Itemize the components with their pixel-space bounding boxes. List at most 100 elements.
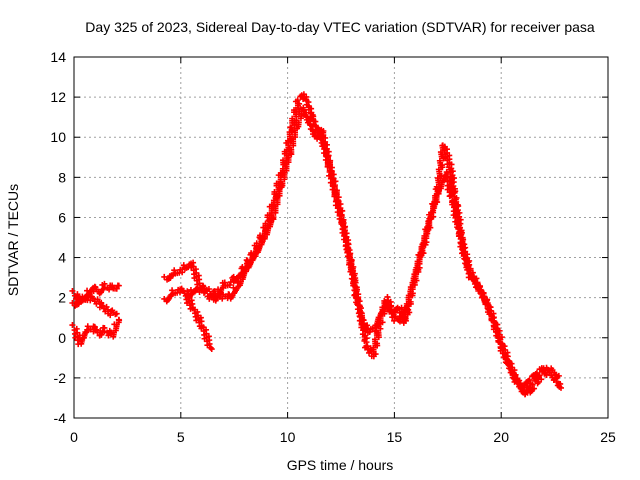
data-point xyxy=(304,114,311,121)
data-point xyxy=(221,279,228,286)
data-point xyxy=(439,162,446,169)
data-point xyxy=(247,259,254,266)
data-point xyxy=(435,166,442,173)
data-point xyxy=(241,268,248,275)
data-point xyxy=(69,322,76,329)
data-point xyxy=(425,218,432,225)
data-point xyxy=(97,289,104,296)
data-point xyxy=(402,311,409,318)
data-point xyxy=(279,180,286,187)
data-point xyxy=(492,324,499,331)
data-point xyxy=(328,174,335,181)
data-point xyxy=(472,279,479,286)
data-point xyxy=(529,381,536,388)
series-segment-2-alt xyxy=(161,104,562,398)
data-point xyxy=(109,282,116,289)
y-tick-label: 10 xyxy=(50,129,66,145)
data-point xyxy=(341,233,348,240)
data-point xyxy=(423,226,430,233)
data-point xyxy=(188,262,195,269)
series-segment-1-drift xyxy=(69,293,120,319)
data-point xyxy=(434,175,441,182)
data-point xyxy=(69,287,76,294)
data-point xyxy=(558,384,565,391)
x-tick-label: 5 xyxy=(177,429,185,445)
data-point xyxy=(466,261,473,268)
data-point xyxy=(113,310,120,317)
data-point xyxy=(291,127,298,134)
data-point xyxy=(414,260,421,267)
data-point xyxy=(379,304,386,311)
y-tick-label: 12 xyxy=(50,89,66,105)
data-point xyxy=(364,343,371,350)
data-point xyxy=(321,144,328,151)
data-point xyxy=(92,284,99,291)
data-point xyxy=(98,331,105,338)
data-point xyxy=(292,106,299,113)
data-point xyxy=(536,372,543,379)
plot-frame xyxy=(73,56,609,419)
data-point xyxy=(479,292,486,299)
data-point xyxy=(189,305,196,312)
data-point xyxy=(101,324,108,331)
data-point xyxy=(200,283,207,290)
data-point xyxy=(98,300,105,307)
data-point xyxy=(427,224,434,231)
chart-title: Day 325 of 2023, Sidereal Day-to-day VTE… xyxy=(85,19,595,35)
data-point xyxy=(276,186,283,193)
data-point xyxy=(252,253,259,260)
data-point xyxy=(407,298,414,305)
data-point xyxy=(407,288,414,295)
data-point xyxy=(347,266,354,273)
data-point xyxy=(421,235,428,242)
y-axis-label: SDTVAR / TECUs xyxy=(5,184,21,296)
data-point xyxy=(265,225,272,232)
x-axis-label: GPS time / hours xyxy=(287,457,394,473)
data-point xyxy=(171,267,178,274)
data-point xyxy=(180,287,187,294)
data-point xyxy=(416,252,423,259)
data-point xyxy=(498,334,505,341)
data-point xyxy=(169,287,176,294)
data-point xyxy=(256,243,263,250)
data-point xyxy=(294,97,301,104)
data-point xyxy=(436,157,443,164)
data-point xyxy=(375,329,382,336)
y-tick-label: -2 xyxy=(54,370,67,386)
data-point xyxy=(219,295,226,302)
data-point xyxy=(377,312,384,319)
data-point xyxy=(557,380,564,387)
data-point xyxy=(518,383,525,390)
data-point xyxy=(406,309,413,316)
data-point xyxy=(433,183,440,190)
data-point xyxy=(335,203,342,210)
y-tick-label: 6 xyxy=(58,209,66,225)
data-point xyxy=(438,172,445,179)
data-point xyxy=(374,340,381,347)
data-point xyxy=(452,196,459,203)
data-point xyxy=(206,340,213,347)
grid xyxy=(74,57,608,418)
data-point xyxy=(306,104,313,111)
data-point xyxy=(483,298,490,305)
data-point xyxy=(555,372,562,379)
x-tick-label: 15 xyxy=(387,429,403,445)
data-point xyxy=(458,240,465,247)
data-point xyxy=(101,280,108,287)
data-point xyxy=(361,337,368,344)
data-point xyxy=(439,142,446,149)
data-point xyxy=(237,278,244,285)
data-point xyxy=(507,363,514,370)
data-point xyxy=(274,192,281,199)
data-point xyxy=(167,275,174,282)
data-point xyxy=(261,235,268,242)
data-point xyxy=(75,301,82,308)
data-point xyxy=(229,292,236,299)
data-point xyxy=(115,316,122,323)
data-point xyxy=(468,271,475,278)
series-segment-1-lower xyxy=(69,316,123,348)
data-point xyxy=(83,329,90,336)
data-point xyxy=(272,203,279,210)
data-point xyxy=(110,329,117,336)
